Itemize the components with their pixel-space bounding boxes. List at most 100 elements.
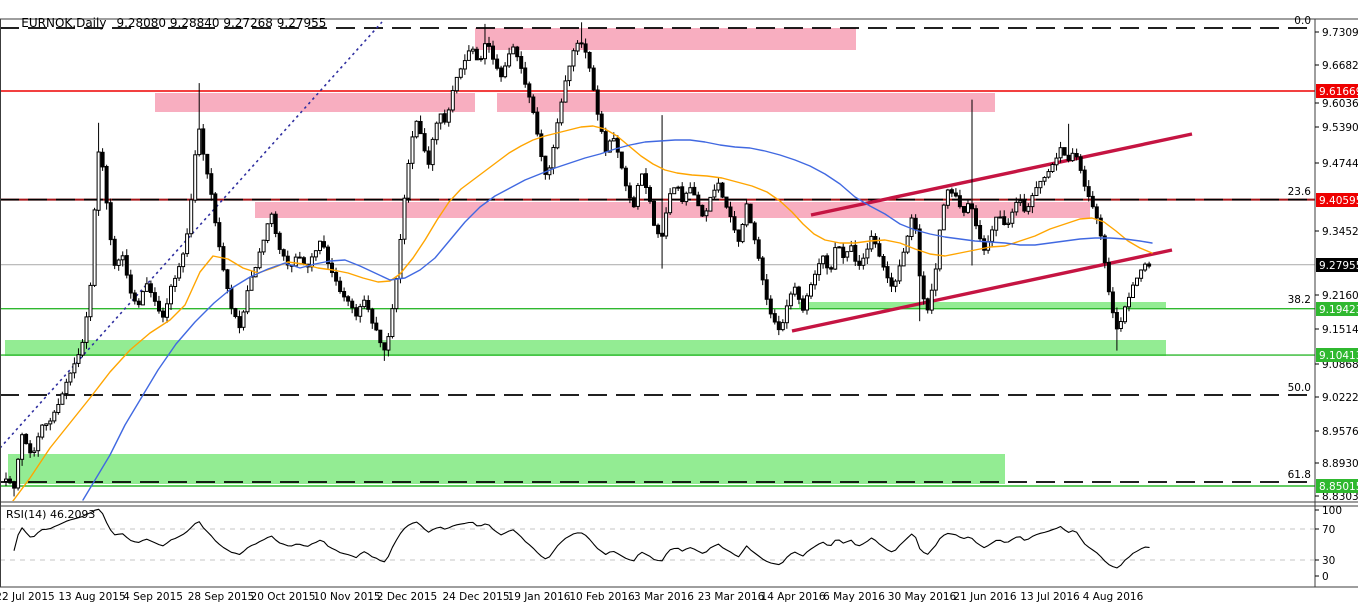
candle-body — [193, 154, 198, 201]
candle-body — [1114, 312, 1119, 330]
support-zone[interactable] — [8, 454, 1005, 484]
zones-layer — [5, 28, 1166, 484]
candle-body — [893, 280, 898, 287]
candle-body — [833, 247, 838, 270]
candle-body — [366, 300, 371, 310]
candle-body — [551, 147, 556, 169]
fib-label-0.0: 0.0 — [1294, 15, 1311, 27]
candle-body — [104, 166, 109, 204]
candle-body — [241, 311, 246, 328]
date-label: 6 May 2016 — [823, 591, 885, 603]
candle-body — [1086, 186, 1091, 198]
candle-body — [579, 42, 584, 45]
candle-body — [664, 212, 669, 237]
candle-body — [217, 222, 222, 248]
resistance-zone[interactable] — [155, 93, 475, 112]
rsi-tick-label: 30 — [1322, 555, 1335, 567]
fib-label-61.8: 61.8 — [1288, 469, 1311, 481]
candle-body — [1018, 200, 1023, 204]
candle-body — [362, 299, 367, 308]
candle-body — [563, 80, 568, 103]
candle-body — [64, 381, 69, 395]
candle-body — [301, 257, 306, 265]
candle-body — [213, 193, 218, 224]
candle-body — [1062, 147, 1067, 156]
candle-body — [696, 194, 701, 207]
price-axis[interactable]: 9.73090 9.66820 9.60360 9.53900 9.47440 9.345… — [1288, 15, 1358, 583]
candle-body — [998, 216, 1003, 219]
candle-body — [136, 300, 141, 306]
candle-body — [768, 298, 773, 315]
resistance-zone[interactable] — [255, 202, 1090, 218]
support-zone[interactable] — [799, 302, 1166, 309]
candle-body — [962, 206, 966, 213]
candles-layer — [4, 22, 1152, 497]
candle-body — [801, 298, 805, 311]
candle-body — [487, 43, 491, 47]
trend-channel-upper[interactable] — [810, 132, 1193, 217]
candle-body — [865, 248, 870, 259]
candle-body — [338, 280, 343, 293]
resistance-zone[interactable] — [475, 28, 856, 50]
candle-body — [112, 238, 117, 266]
candle-body — [96, 151, 101, 211]
candle-body — [414, 120, 419, 138]
candle-body — [1074, 153, 1079, 158]
candle-body — [173, 277, 178, 287]
support-zone[interactable] — [5, 340, 1166, 356]
candle-body — [438, 113, 443, 124]
candle-body — [595, 89, 600, 115]
candle-body — [479, 58, 483, 61]
price-tick-label: 9.53900 — [1322, 122, 1358, 134]
candle-body — [652, 200, 656, 226]
candle-body — [788, 293, 793, 307]
date-label: 30 May 2016 — [888, 591, 957, 603]
candle-body — [56, 404, 61, 413]
candle-body — [813, 273, 817, 286]
candle-body — [454, 76, 459, 92]
candle-body — [281, 249, 286, 257]
candle-body — [458, 68, 463, 78]
candle-body — [555, 122, 560, 149]
resistance-zone[interactable] — [497, 93, 995, 112]
candle-body — [470, 48, 475, 52]
candle-body — [269, 213, 274, 225]
candle-body — [245, 290, 250, 313]
candle-body — [756, 239, 761, 259]
candle-body — [326, 246, 330, 265]
price-tick-label: 9.66820 — [1322, 60, 1358, 72]
candle-body — [483, 43, 487, 60]
candle-body — [591, 67, 596, 91]
candle-body — [748, 203, 753, 224]
candle-body — [225, 269, 230, 289]
candle-body — [342, 291, 347, 298]
candle-body — [1078, 156, 1083, 171]
candle-body — [708, 196, 713, 212]
candle-body — [185, 233, 190, 255]
candle-body — [897, 265, 902, 282]
candle-body — [953, 192, 958, 197]
candle-body — [957, 195, 962, 208]
price-label-box — [1316, 479, 1358, 493]
candle-body — [1066, 154, 1071, 161]
candle-body — [354, 307, 359, 317]
candle-body — [704, 210, 709, 217]
price-label-box — [1316, 302, 1358, 316]
price-label-highlighted: 9.10413 — [1319, 350, 1358, 362]
price-label-box — [1316, 258, 1358, 272]
candle-body — [1014, 201, 1019, 213]
candle-body — [1038, 180, 1043, 189]
candle-body — [80, 341, 85, 356]
candle-body — [1147, 263, 1152, 267]
candle-body — [318, 240, 322, 251]
candle-body — [1034, 187, 1039, 197]
candle-body — [36, 436, 41, 452]
candle-body — [273, 213, 278, 234]
candle-body — [700, 204, 705, 217]
candle-body — [410, 136, 415, 164]
candle-body — [970, 203, 974, 210]
candle-body — [72, 363, 77, 374]
